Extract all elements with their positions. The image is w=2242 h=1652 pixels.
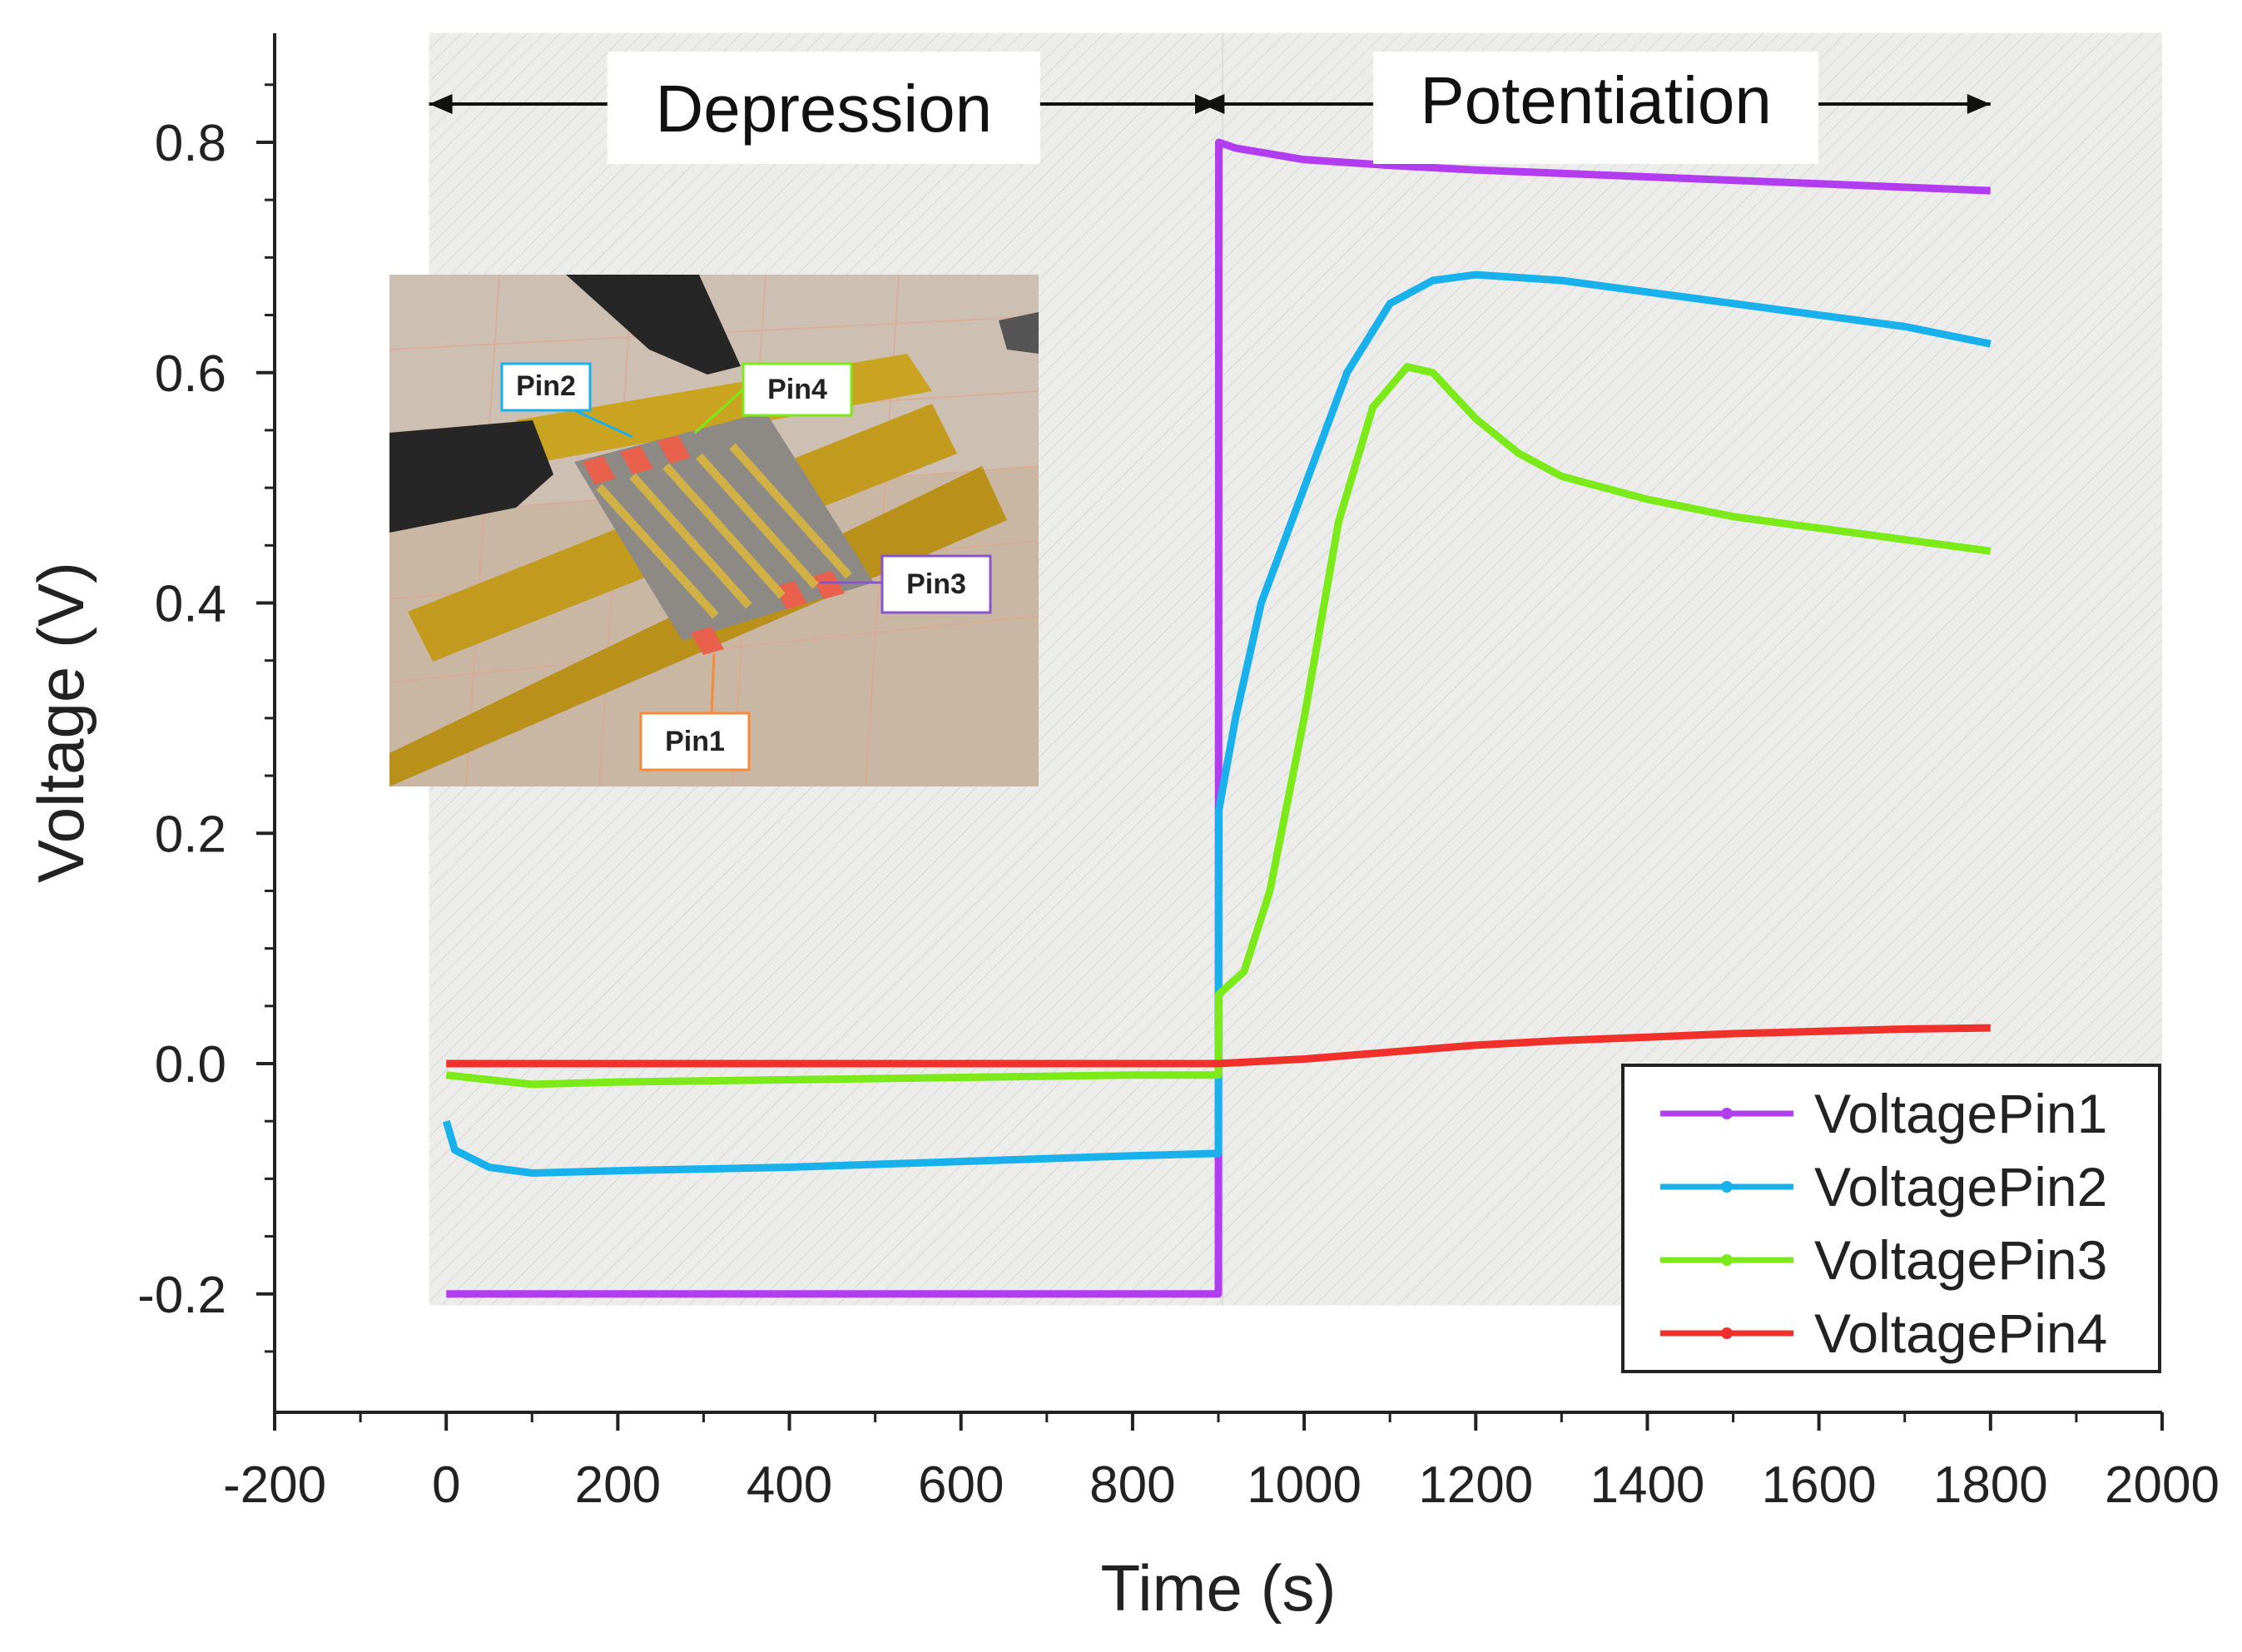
pin3-tag: Pin3 — [820, 554, 992, 614]
x-tick-label: 800 — [1089, 1456, 1175, 1514]
y-tick-label: -0.2 — [137, 1267, 226, 1324]
legend: VoltagePin1 VoltagePin2 VoltagePin3 Voltage… — [1621, 1064, 2161, 1373]
legend-marker — [1721, 1108, 1733, 1119]
x-tick-label: 1000 — [1247, 1456, 1362, 1514]
series-line-voltagepin1 — [446, 138, 1991, 1298]
y-tick-label: 0.8 — [155, 115, 226, 172]
x-tick-label: 1600 — [1762, 1456, 1877, 1514]
x-tick-label: 600 — [918, 1456, 1004, 1514]
x-tick-label: 1400 — [1590, 1456, 1704, 1514]
y-axis-ticks: -0.2 0.0 0.2 0.4 0.6 0.8 — [137, 83, 275, 1353]
x-tick-label: 1200 — [1418, 1456, 1533, 1514]
legend-marker — [1721, 1327, 1733, 1339]
inset-photo: Pin2 Pin4 Pin3 Pin1 — [389, 274, 1039, 787]
y-axis-title: Voltage (V) — [24, 562, 97, 883]
pin4-tag-label: Pin4 — [767, 374, 827, 405]
phase-arrowhead-left — [1201, 94, 1225, 114]
legend-label: VoltagePin3 — [1814, 1229, 2107, 1291]
phase-label-potentiation: Potentiation — [1420, 63, 1772, 137]
x-axis-ticks: -200 0 200 400 600 800 1000 1200 1400 1600 1800 200… — [223, 1412, 2220, 1514]
phase-annotations: Depression Potentiation — [429, 52, 1991, 164]
series-line-voltagepin3 — [445, 363, 1992, 1089]
x-tick-label: 2000 — [2105, 1456, 2220, 1514]
phase-arrowhead-left — [429, 94, 453, 114]
pin1-tag: Pin1 — [639, 652, 751, 771]
pin2-tag: Pin2 — [500, 362, 633, 439]
y-tick-label: 0.4 — [155, 576, 226, 633]
phase-label-depression: Depression — [655, 72, 992, 146]
series-line-voltagepin4 — [446, 1024, 1991, 1068]
pin1-tag-label: Pin1 — [665, 726, 725, 757]
y-tick-label: 0.2 — [155, 806, 226, 863]
legend-marker — [1721, 1181, 1733, 1193]
legend-label: VoltagePin4 — [1814, 1302, 2107, 1364]
x-tick-label: 0 — [432, 1456, 460, 1514]
y-tick-label: 0.6 — [155, 345, 226, 403]
x-axis-title: Time (s) — [1100, 1551, 1336, 1625]
phase-label-box — [607, 52, 1040, 164]
plot-background-region — [429, 32, 2162, 1306]
x-tick-label: 200 — [575, 1456, 661, 1514]
y-tick-label: 0.0 — [155, 1036, 226, 1094]
pin4-tag: Pin4 — [693, 362, 853, 434]
x-tick-label: 400 — [747, 1456, 832, 1514]
pin3-tag-label: Pin3 — [906, 568, 966, 600]
series-group — [442, 138, 1992, 1298]
legend-label: VoltagePin2 — [1814, 1156, 2107, 1218]
phase-label-box — [1373, 52, 1819, 164]
series-line-voltagepin2 — [442, 270, 1992, 1177]
legend-marker — [1721, 1254, 1733, 1266]
phase-arrowhead-right — [1967, 94, 1991, 114]
x-tick-label: -200 — [223, 1456, 326, 1514]
x-tick-label: 1800 — [1933, 1456, 2048, 1514]
legend-label: VoltagePin1 — [1814, 1083, 2107, 1144]
pin2-tag-label: Pin2 — [516, 370, 576, 402]
